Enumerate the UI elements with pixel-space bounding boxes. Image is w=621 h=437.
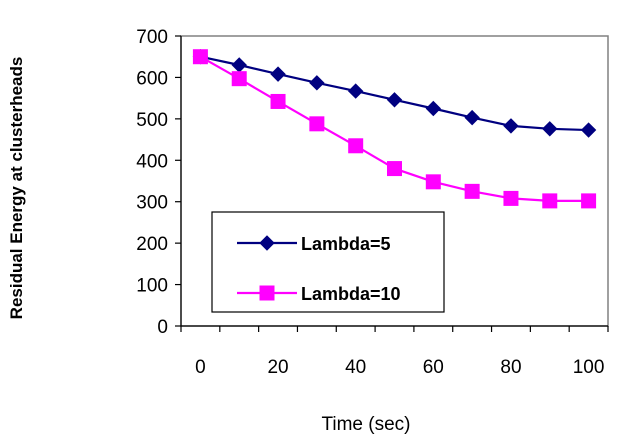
diamond-point — [580, 122, 597, 138]
diamond-point — [270, 66, 286, 82]
y-tick-label: 500 — [136, 110, 168, 131]
square-point — [503, 190, 519, 206]
square-point — [231, 71, 247, 87]
y-tick-label: 600 — [136, 68, 168, 89]
square-point — [425, 174, 441, 190]
legend-item: Lambda=10 — [237, 284, 401, 304]
diamond-point — [542, 121, 558, 137]
diamond-point — [503, 118, 519, 134]
legend-label: Lambda=10 — [301, 284, 401, 304]
x-tick-label: 80 — [500, 357, 521, 378]
square-point — [581, 193, 597, 209]
diamond-point — [386, 92, 403, 108]
square-point — [270, 93, 286, 109]
x-tick-label: 100 — [573, 357, 605, 378]
square-point — [309, 116, 325, 132]
diamond-point — [309, 75, 325, 91]
y-tick-label: 300 — [136, 193, 168, 214]
x-tick-label: 20 — [267, 357, 288, 378]
y-axis-ticks: 0 100 200 300 400 500 600 700 — [136, 27, 181, 338]
x-tick-label: 0 — [195, 357, 206, 378]
y-axis-title: Residual Energy at clusterheads — [7, 57, 26, 320]
square-point — [192, 49, 208, 65]
y-tick-label: 200 — [136, 234, 168, 255]
y-tick-label: 0 — [157, 317, 168, 338]
legend-square-icon — [259, 285, 275, 301]
diamond-point — [464, 109, 480, 126]
square-point — [464, 183, 480, 199]
y-tick-label: 700 — [136, 27, 168, 48]
x-axis-ticks: 0 20 40 60 80 100 — [180, 326, 609, 378]
legend-label: Lambda=5 — [301, 234, 391, 254]
y-tick-label: 400 — [136, 151, 168, 172]
square-point — [387, 161, 402, 177]
legend-diamond-icon — [259, 235, 275, 251]
legend: Lambda=5 Lambda=10 — [211, 211, 445, 313]
diamond-point — [425, 100, 442, 117]
square-point — [348, 138, 364, 154]
series-layer — [192, 49, 597, 209]
y-tick-label: 100 — [136, 276, 168, 297]
x-tick-label: 40 — [345, 357, 366, 378]
x-axis-title: Time (sec) — [321, 414, 410, 435]
series-lambda-10 — [192, 49, 597, 209]
diamond-point — [347, 83, 364, 99]
square-point — [542, 193, 558, 209]
legend-box — [211, 211, 445, 313]
legend-item: Lambda=5 — [237, 234, 391, 254]
x-tick-label: 60 — [423, 357, 444, 378]
